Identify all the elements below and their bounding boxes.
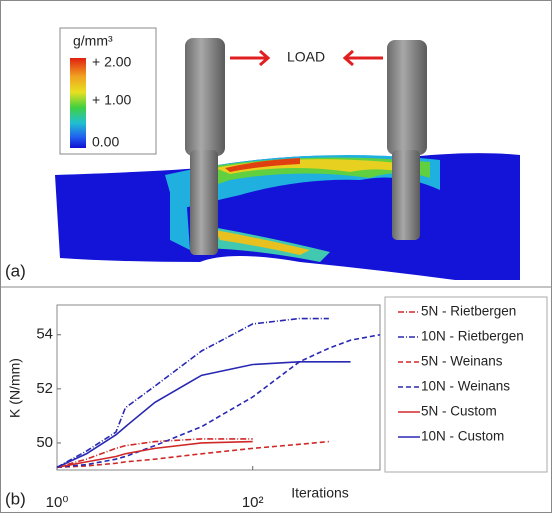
colorbar-label: 0.00 <box>92 134 119 150</box>
x-axis-label: Iterations <box>291 485 349 501</box>
y-axis-label: K (N/mm) <box>7 358 23 418</box>
colorbar-title: g/mm³ <box>73 33 113 49</box>
y-tick-label: 50 <box>36 434 53 451</box>
series-line <box>57 335 380 468</box>
figure: LOAD g/mm³ + 2.00 + 1.00 0.00 (a) (b) It… <box>0 0 552 513</box>
bone-render <box>55 153 520 280</box>
series-line <box>57 442 329 468</box>
legend-label: 5N - Rietbergen <box>421 304 516 319</box>
legend-label: 10N - Custom <box>421 429 504 444</box>
panel-label: (b) <box>5 489 26 508</box>
y-tick-label: 52 <box>36 380 53 397</box>
legend-label: 10N - Rietbergen <box>421 329 524 344</box>
colorbar-label: + 1.00 <box>92 92 132 108</box>
plot-area <box>57 305 380 470</box>
colorbar <box>70 58 86 148</box>
x-tick-label: 10⁰ <box>46 494 69 511</box>
series-line <box>57 362 351 467</box>
y-tick-label: 54 <box>36 326 53 343</box>
panel-label: (a) <box>5 261 26 280</box>
colorbar-label: + 2.00 <box>92 54 132 70</box>
load-label: LOAD <box>287 49 325 65</box>
legend-label: 5N - Weinans <box>421 354 503 369</box>
legend-label: 5N - Custom <box>421 404 497 419</box>
x-tick-label: 10² <box>242 494 264 511</box>
legend-label: 10N - Weinans <box>421 379 510 394</box>
